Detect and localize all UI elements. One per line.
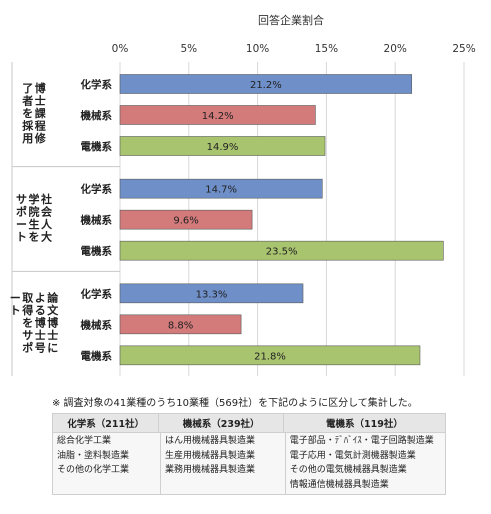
bar [119, 178, 323, 199]
data-label: 14.7% [205, 185, 237, 196]
list-item: 電子部品・ﾃﾞﾊﾞｲｽ・電子回路製造業 [289, 436, 434, 446]
bar [119, 136, 326, 156]
survey-note: ※ 調査対象の41業種のうち10業種（569社）を下記のように区分して集計した。 [52, 398, 418, 409]
list-item: 総合化学工業 [57, 436, 112, 446]
bar-chart: 回答企業割合 0% 5% 10% 15% 20% 25% 博士課程修了者を採用社会人大学院… [10, 13, 476, 376]
x-tick-label: 25% [452, 43, 475, 55]
list-item: 業務用機械器具製造業 [164, 465, 255, 475]
bar [119, 345, 421, 366]
category-label: 機械系 [81, 109, 113, 122]
list-item: その他の化学工業 [57, 465, 130, 475]
data-label: 21.2% [250, 80, 282, 91]
category-table-body: 総合化学工業 油脂・塗料製造業 その他の化学工業 はん用機械器具製造業 生産用機… [53, 433, 445, 494]
category-label: 電機系 [81, 245, 113, 258]
group-label: 博士課程修了者を採用 [21, 81, 47, 145]
column-electrical: 電子部品・ﾃﾞﾊﾞｲｽ・電子回路製造業 電子応用・電気計測機器製造業 その他の電… [284, 433, 445, 494]
x-tick-label: 0% [112, 43, 129, 55]
category-label: 化学系 [81, 183, 113, 196]
header-mechanical: 機械系（239社） [158, 414, 282, 432]
data-label: 14.2% [202, 111, 234, 122]
bar [119, 240, 444, 261]
group-label: 社会人大学院生をサポート [16, 192, 53, 244]
data-label: 9.6% [173, 216, 198, 227]
data-label: 13.3% [196, 289, 228, 300]
category-label: 機械系 [81, 318, 113, 331]
bar [119, 74, 413, 94]
bars: 化学系 21.2% 機械系 14.2% 電機系 14.9% 化学系 14.7% 機械系 9.6% 電… [81, 74, 444, 366]
x-tick-label: 15% [315, 43, 338, 55]
list-item: その他の電気機械器具製造業 [289, 465, 407, 475]
data-label: 14.9% [207, 142, 239, 153]
category-label: 電機系 [81, 349, 113, 362]
data-label: 23.5% [266, 247, 298, 258]
header-electrical: 電機系（119社） [282, 414, 445, 432]
x-tick-label: 10% [246, 43, 269, 55]
category-label: 機械系 [81, 214, 113, 227]
bar [119, 209, 253, 230]
column-mechanical: はん用機械器具製造業 生産用機械器具製造業 業務用機械器具製造業 [159, 433, 285, 494]
bar [119, 283, 304, 304]
bar [119, 105, 316, 125]
x-tick-label: 5% [180, 43, 197, 55]
group-label: 論文博士による博士号取得をサポート [10, 290, 60, 354]
chart-title: 回答企業割合 [258, 13, 324, 27]
list-item: はん用機械器具製造業 [164, 436, 255, 446]
column-chemical: 総合化学工業 油脂・塗料製造業 その他の化学工業 [53, 433, 160, 494]
x-axis-ticks: 0% 5% 10% 15% 20% 25% [112, 43, 476, 55]
category-table: 化学系（211社） 機械系（239社） 電機系（119社） 総合化学工業 油脂・… [52, 413, 446, 495]
category-label: 電機系 [81, 140, 113, 153]
category-label: 化学系 [81, 78, 113, 91]
list-item: 油脂・塗料製造業 [57, 450, 130, 461]
data-label: 8.8% [168, 320, 193, 331]
header-chemical: 化学系（211社） [67, 419, 145, 430]
category-table-header: 化学系（211社） 機械系（239社） 電機系（119社） [53, 414, 445, 433]
list-item: 生産用機械器具製造業 [164, 450, 255, 461]
x-tick-label: 20% [384, 43, 407, 55]
data-label: 21.8% [254, 351, 286, 362]
bar [119, 314, 242, 335]
list-item: 情報通信機械器具製造業 [289, 479, 389, 490]
list-item: 電子応用・電気計測機器製造業 [289, 450, 416, 461]
category-label: 化学系 [81, 287, 113, 300]
